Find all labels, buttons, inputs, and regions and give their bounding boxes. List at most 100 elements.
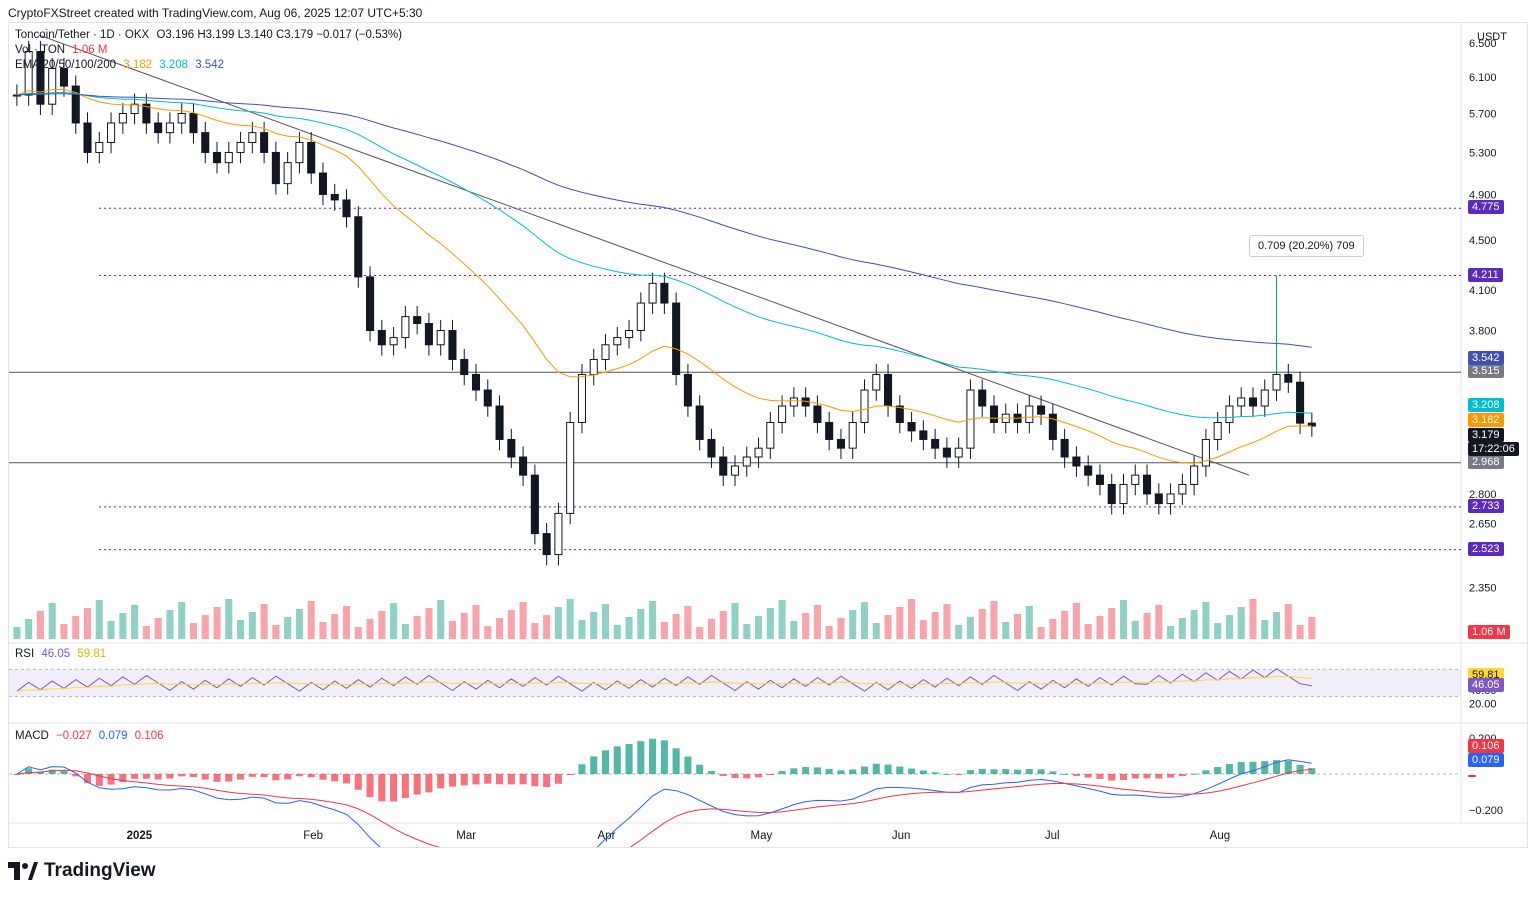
macd-histogram-bar — [460, 774, 468, 786]
candle-body — [907, 421, 916, 432]
symbol-label[interactable]: Toncoin/Tether · 1D · OKX — [15, 29, 150, 41]
macd-histogram-bar — [1049, 771, 1057, 774]
volume-bar — [1214, 623, 1222, 639]
volume-label[interactable]: Vol · TON — [15, 44, 66, 56]
macd-histogram-bar — [390, 774, 398, 802]
y-tick-label: 5.300 — [1469, 147, 1497, 159]
macd-histogram-bar — [637, 741, 645, 774]
macd-histogram-bar — [1072, 774, 1080, 776]
volume-bar — [189, 623, 198, 639]
macd-histogram-bar — [413, 774, 421, 795]
volume-bar — [672, 614, 680, 639]
macd-histogram-bar — [354, 774, 362, 790]
volume-bar — [978, 609, 986, 639]
price-tag: 3.182 — [1468, 412, 1504, 427]
volume-bar — [543, 615, 551, 639]
candle-body — [260, 132, 269, 153]
volume-bar — [778, 600, 786, 639]
candle-body — [295, 141, 304, 164]
candle-body — [672, 302, 681, 376]
macd-histogram-bar — [60, 770, 68, 774]
macd-histogram-bar — [507, 774, 515, 785]
volume-bar — [731, 603, 739, 639]
volume-bar — [896, 607, 904, 639]
macd-histogram-bar — [1249, 761, 1257, 774]
volume-bar — [60, 624, 68, 639]
tradingview-wordmark: TradingView — [44, 860, 156, 881]
macd-histogram-bar — [295, 774, 303, 777]
macd-histogram-bar — [825, 768, 833, 774]
macd-histogram-bar — [660, 740, 668, 774]
candle-body — [660, 282, 669, 304]
x-tick-label: Aug — [1210, 830, 1230, 842]
chart-frame[interactable]: 6.500 6.100 5.700 5.300 4.900 4.500 4.100 3.800… — [8, 22, 1528, 848]
candle-body — [413, 316, 422, 325]
candle-body — [1260, 389, 1269, 407]
macd-histogram-bar — [1155, 774, 1163, 779]
volume-bar — [578, 620, 586, 639]
volume-bar — [825, 626, 833, 639]
candle-body — [36, 51, 45, 105]
volume-bar — [860, 602, 869, 639]
volume-bar — [931, 612, 939, 639]
tradingview-logo[interactable]: TradingView — [8, 860, 156, 882]
candle-body — [495, 405, 504, 440]
candle-body — [895, 405, 904, 423]
candle-body — [507, 438, 516, 458]
price-tag: 3.208 — [1468, 398, 1504, 412]
volume-bar — [1261, 620, 1269, 639]
volume-bar — [601, 604, 610, 639]
candle-body — [83, 122, 92, 153]
volume-bar — [331, 614, 339, 639]
volume-bar — [625, 617, 633, 639]
candle-body — [401, 316, 410, 339]
volume-bar — [990, 601, 998, 639]
ema-legend: EMA 20/50/100/200 3.182 3.208 3.542 — [15, 59, 228, 71]
candle-body — [695, 405, 704, 440]
y-tick-label: 4.100 — [1469, 285, 1497, 297]
volume-bar — [790, 621, 798, 639]
candle-body — [1143, 474, 1152, 495]
candle-body — [942, 447, 951, 458]
volume-bar — [1167, 626, 1175, 639]
candle-body — [471, 374, 481, 391]
macd-histogram-bar — [472, 774, 480, 785]
candle-body — [177, 113, 186, 124]
x-tick-label: Feb — [303, 830, 323, 842]
volume-bar — [1284, 604, 1292, 639]
volume-bar — [884, 615, 892, 639]
currency-label[interactable]: USDT — [1477, 31, 1507, 43]
chart-canvas[interactable]: 6.500 6.100 5.700 5.300 4.900 4.500 4.100 3.800… — [9, 23, 1527, 847]
price-tag: 3.179 — [1468, 428, 1504, 443]
x-tick-label: Jun — [892, 830, 911, 842]
macd-histogram-bar — [1108, 774, 1116, 781]
macd-histogram-bar — [1014, 769, 1022, 774]
y-tick-label: 5.700 — [1469, 109, 1497, 121]
ohlc-values: O3.196 H3.199 L3.140 C3.179 −0.017 (−0.5… — [156, 29, 402, 41]
candle-body — [1072, 456, 1081, 467]
candle-body — [354, 216, 363, 278]
candle-body — [1166, 493, 1175, 505]
tradingview-icon — [8, 862, 38, 880]
candle-body — [1060, 438, 1069, 458]
macd-histogram-bar — [978, 768, 986, 774]
ema-label[interactable]: EMA 20/50/100/200 — [15, 59, 117, 71]
macd-label[interactable]: MACD — [15, 730, 49, 742]
candle-body — [636, 302, 645, 332]
volume-bar — [766, 608, 774, 639]
macd-histogram-bar — [307, 774, 315, 778]
macd-histogram-bar — [1237, 762, 1245, 774]
candle-body — [448, 330, 457, 360]
macd-histogram-bar — [342, 774, 351, 784]
candle-body — [648, 282, 657, 304]
macd-histogram-bar — [790, 768, 798, 774]
candle-body — [566, 421, 575, 514]
macd-histogram-bar — [1214, 767, 1222, 774]
volume-bar — [707, 619, 715, 639]
rsi-label[interactable]: RSI — [15, 648, 35, 660]
candle-body — [283, 162, 292, 185]
volume-bar — [107, 621, 115, 639]
volume-bar — [213, 607, 221, 639]
macd-histogram-bar — [13, 774, 21, 775]
candle-body — [107, 122, 116, 143]
